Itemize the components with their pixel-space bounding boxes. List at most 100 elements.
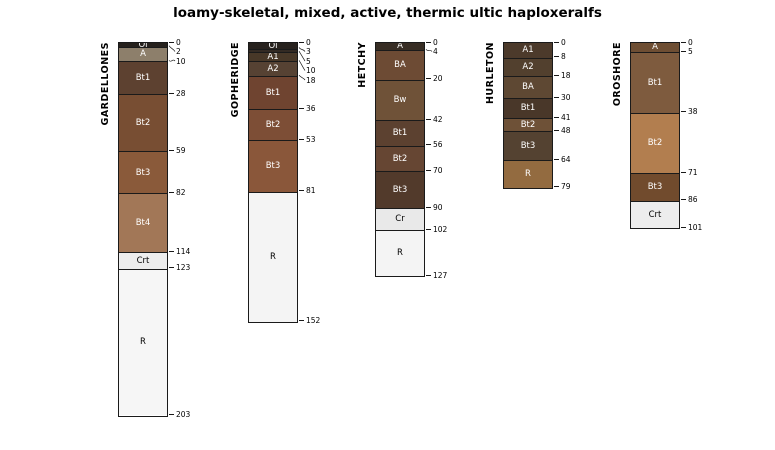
depth-label: 102 bbox=[433, 224, 448, 234]
depth-label: 41 bbox=[561, 112, 571, 122]
depth-leader-line bbox=[425, 49, 433, 52]
depth-label: 5 bbox=[306, 56, 311, 66]
depth-label: 101 bbox=[688, 222, 703, 232]
horizon: R bbox=[119, 268, 167, 416]
horizon-label: Bt2 bbox=[265, 119, 281, 130]
depth-tick bbox=[681, 226, 686, 228]
horizon: Bt3 bbox=[119, 151, 167, 194]
depth-tick bbox=[169, 414, 174, 415]
horizon: R bbox=[249, 191, 297, 322]
horizon: A1 bbox=[504, 43, 552, 58]
horizon-label: A1 bbox=[522, 45, 534, 56]
depth-label: 123 bbox=[176, 263, 191, 273]
horizon-label: Bt1 bbox=[265, 87, 281, 98]
horizon-label: Bt2 bbox=[520, 119, 536, 130]
depth-tick bbox=[681, 199, 686, 201]
depth-label: 5 bbox=[688, 47, 693, 56]
profile-name: HETCHY bbox=[357, 42, 368, 88]
horizon: Bt1 bbox=[249, 76, 297, 110]
depth-tick bbox=[554, 186, 559, 188]
horizon-label: BA bbox=[394, 60, 406, 71]
depth-label: 82 bbox=[176, 187, 186, 197]
depth-tick bbox=[426, 41, 431, 43]
depth-tick bbox=[426, 118, 431, 120]
depth-label: 64 bbox=[561, 154, 571, 164]
depth-tick bbox=[554, 96, 559, 98]
horizon: Bw bbox=[376, 79, 424, 121]
horizon-label: BA bbox=[522, 82, 534, 93]
horizon-label: Bt2 bbox=[647, 138, 663, 149]
depth-label: 81 bbox=[306, 186, 316, 196]
horizon-label: R bbox=[525, 169, 531, 180]
depth-label: 114 bbox=[176, 246, 191, 256]
horizon-label: Bw bbox=[393, 95, 407, 106]
depth-tick bbox=[299, 107, 304, 109]
horizon-label: Cr bbox=[395, 214, 405, 225]
profile-column: A1 A2 BA Bt1 Bt2 Bt3 R bbox=[503, 42, 553, 189]
profile-name: OROSHORE bbox=[612, 42, 623, 107]
horizon: R bbox=[376, 230, 424, 276]
horizon: Crt bbox=[631, 200, 679, 229]
horizon-label: Bt3 bbox=[265, 161, 281, 172]
horizon bbox=[249, 48, 297, 53]
depth-leader-line bbox=[298, 74, 306, 81]
horizon-label: Bt3 bbox=[135, 167, 151, 178]
horizon-label: Bt3 bbox=[520, 140, 536, 151]
chart-title: loamy-skeletal, mixed, active, thermic u… bbox=[173, 5, 602, 21]
depth-tick bbox=[681, 111, 686, 113]
depth-tick bbox=[169, 191, 174, 193]
horizon: A bbox=[376, 43, 424, 51]
depth-tick bbox=[554, 129, 559, 131]
depth-label: 0 bbox=[561, 37, 566, 47]
horizon: A bbox=[631, 43, 679, 53]
depth-tick bbox=[299, 138, 304, 140]
horizon: Bt1 bbox=[504, 98, 552, 119]
horizon-label: Oi bbox=[138, 43, 147, 47]
horizon-label: R bbox=[140, 337, 146, 348]
horizon-label: Bt1 bbox=[520, 103, 536, 114]
horizon: Bt2 bbox=[631, 112, 679, 174]
depth-tick bbox=[554, 116, 559, 118]
depth-label: 42 bbox=[433, 114, 443, 124]
horizon: Bt4 bbox=[119, 193, 167, 253]
depth-label: 10 bbox=[176, 56, 186, 66]
horizon-label: Crt bbox=[648, 209, 662, 220]
profile-column: Oi A1 A2 Bt1 Bt2 Bt3 R bbox=[248, 42, 298, 323]
horizon: Bt2 bbox=[249, 109, 297, 141]
depth-leader-line bbox=[168, 59, 176, 62]
horizon-label: Bt1 bbox=[647, 77, 663, 88]
horizon: Bt3 bbox=[376, 171, 424, 209]
horizon: A2 bbox=[504, 57, 552, 77]
horizon-label: A bbox=[652, 43, 658, 53]
depth-label: 30 bbox=[561, 92, 571, 102]
horizon: Cr bbox=[376, 208, 424, 231]
profile-column: Oi A Bt1 Bt2 Bt3 Bt4 Crt R bbox=[118, 42, 168, 417]
horizon: Oi bbox=[119, 43, 167, 47]
depth-tick bbox=[169, 149, 174, 151]
horizon-label: Bt3 bbox=[647, 182, 663, 193]
depth-tick bbox=[426, 228, 431, 230]
horizon: A2 bbox=[249, 61, 297, 76]
horizon-label: Bt2 bbox=[392, 153, 408, 164]
depth-label: 2 bbox=[176, 47, 181, 56]
depth-leader-line bbox=[168, 45, 176, 52]
horizon: A1 bbox=[249, 52, 297, 62]
horizon: Oi bbox=[249, 43, 297, 49]
depth-label: 0 bbox=[306, 37, 311, 47]
horizon-label: Bt1 bbox=[392, 128, 408, 139]
depth-tick bbox=[554, 56, 559, 58]
profile-name: HURLETON bbox=[485, 42, 496, 105]
horizon: Bt3 bbox=[249, 140, 297, 192]
horizon-label: A1 bbox=[267, 52, 279, 62]
horizon: Bt3 bbox=[631, 173, 679, 201]
depth-label: 10 bbox=[306, 66, 316, 75]
profile-name: GARDELLONES bbox=[100, 42, 111, 126]
profile-column: A BA Bw Bt1 Bt2 Bt3 Cr R bbox=[375, 42, 425, 278]
depth-label: 18 bbox=[306, 75, 316, 85]
horizon: Bt2 bbox=[504, 118, 552, 132]
horizon: BA bbox=[504, 76, 552, 99]
depth-label: 86 bbox=[688, 195, 698, 205]
depth-tick bbox=[169, 41, 174, 43]
depth-tick bbox=[299, 41, 304, 43]
horizon-label: R bbox=[270, 251, 276, 262]
